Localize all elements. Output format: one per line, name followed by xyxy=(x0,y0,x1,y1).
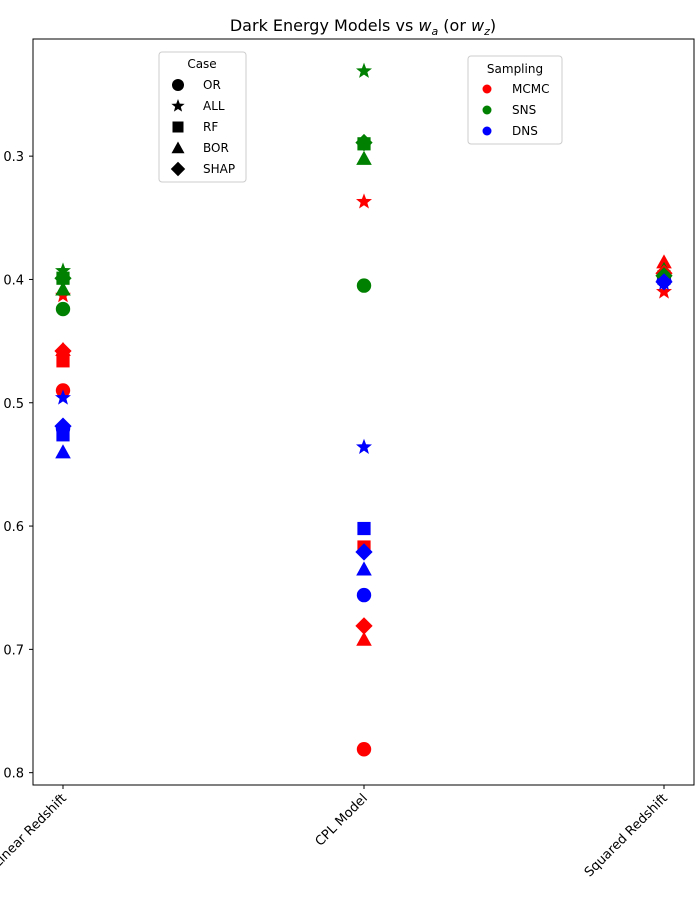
x-tick-label: Linear Redshift xyxy=(0,791,70,870)
legend-sampling-box xyxy=(467,55,563,145)
title-suffix: ) xyxy=(490,16,496,35)
title-var1-base: w xyxy=(418,16,432,35)
legend-case-marker-bor xyxy=(171,141,185,154)
data-point-mcmc-rf xyxy=(56,354,70,368)
data-point-mcmc-or xyxy=(356,742,372,757)
y-axis: 0.3 0.4 0.5 0.6 0.7 0.8 xyxy=(3,150,33,782)
y-tick-label: 0.4 xyxy=(3,273,24,288)
x-axis: Linear Redshift CPL Model Squared Redshift xyxy=(0,785,671,880)
legend-sampling-label: DNS xyxy=(512,124,538,138)
data-point-sns-shap xyxy=(54,269,72,287)
data-point-dns-all xyxy=(356,438,372,454)
legend-sampling: Sampling MCMC SNS DNS xyxy=(467,55,563,145)
title-var2-sub: z xyxy=(483,25,490,38)
legend-case-label: BOR xyxy=(203,141,229,155)
chart-title: Dark Energy Models vs wa (or wz) xyxy=(230,16,496,38)
data-point-sns-bor xyxy=(356,150,372,165)
legend-case-label: OR xyxy=(203,78,221,92)
title-middle: (or xyxy=(438,16,471,35)
legend-sampling-title: Sampling xyxy=(487,62,543,76)
legend-case: Case OR ALL RF BOR SHAP xyxy=(158,51,247,183)
data-point-dns-rf xyxy=(357,521,371,536)
legend-sampling-marker-dns xyxy=(482,126,492,136)
legend-case-label: SHAP xyxy=(203,162,235,176)
legend-case-marker-shap xyxy=(170,161,186,177)
legend-case-label: ALL xyxy=(203,99,225,113)
data-point-sns-shap xyxy=(355,133,373,152)
plot-area xyxy=(32,38,695,786)
data-point-sns-or xyxy=(55,301,71,317)
data-point-dns-bor xyxy=(55,444,71,459)
data-point-sns-or xyxy=(356,278,372,293)
legend-sampling-label: SNS xyxy=(512,103,536,117)
data-point-dns-or xyxy=(356,587,372,603)
data-point-mcmc-shap xyxy=(54,342,72,360)
legend-case-marker-all xyxy=(171,99,185,112)
x-tick-label: CPL Model xyxy=(313,791,371,849)
y-tick-label: 0.8 xyxy=(3,767,24,782)
data-point-sns-all xyxy=(356,62,372,78)
y-tick-label: 0.7 xyxy=(3,643,24,658)
legend-case-label: RF xyxy=(203,120,218,134)
y-tick-label: 0.5 xyxy=(3,397,24,412)
legend-case-marker-or xyxy=(172,79,184,91)
data-point-dns-bor xyxy=(356,561,372,576)
legend-case-title: Case xyxy=(187,57,216,71)
data-point-dns-all xyxy=(55,389,71,405)
data-points xyxy=(54,62,673,757)
data-point-mcmc-all xyxy=(356,193,372,209)
data-point-dns-shap xyxy=(355,543,373,561)
title-var2-base: w xyxy=(471,16,485,35)
y-tick-label: 0.6 xyxy=(3,520,24,535)
data-point-dns-shap xyxy=(54,417,72,435)
title-prefix: Dark Energy Models vs xyxy=(230,16,419,35)
y-tick-label: 0.3 xyxy=(3,150,24,165)
legend-sampling-marker-mcmc xyxy=(482,84,492,94)
legend-case-marker-rf xyxy=(172,121,184,133)
legend-sampling-marker-sns xyxy=(482,105,492,115)
data-point-dns-shap xyxy=(655,273,673,291)
data-point-mcmc-bor xyxy=(656,254,672,269)
data-point-mcmc-all xyxy=(656,283,672,299)
title-var1-sub: a xyxy=(431,25,438,38)
data-point-mcmc-shap xyxy=(355,617,373,635)
legend-sampling-label: MCMC xyxy=(512,82,549,96)
x-tick-label: Squared Redshift xyxy=(582,791,671,880)
data-point-sns-bor xyxy=(55,281,71,296)
data-point-mcmc-bor xyxy=(356,631,372,646)
